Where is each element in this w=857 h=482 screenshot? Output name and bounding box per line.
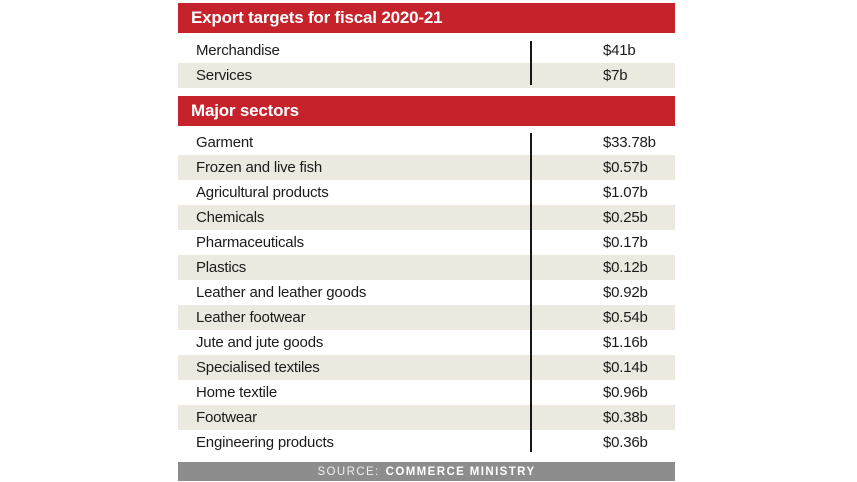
table-row-home-textile: Home textile $0.96b	[178, 380, 675, 405]
row-label: Footwear	[196, 409, 257, 426]
table-row-agricultural-products: Agricultural products $1.07b	[178, 180, 675, 205]
row-value: $0.14b	[603, 359, 648, 376]
table-row-pharmaceuticals: Pharmaceuticals $0.17b	[178, 230, 675, 255]
row-value: $33.78b	[603, 134, 656, 151]
row-value: $1.07b	[603, 184, 648, 201]
row-value: $0.17b	[603, 234, 648, 251]
row-label: Jute and jute goods	[196, 334, 324, 351]
export-targets-rows: Merchandise $41b Services $7b	[178, 38, 675, 88]
table-row-leather-footwear: Leather footwear $0.54b	[178, 305, 675, 330]
table-row-engineering-products: Engineering products $0.36b	[178, 430, 675, 455]
row-label: Garment	[196, 134, 253, 151]
table-row-specialised-textiles: Specialised textiles $0.14b	[178, 355, 675, 380]
table-row-footwear: Footwear $0.38b	[178, 405, 675, 430]
row-value: $7b	[603, 67, 628, 84]
section-header-major-sectors: Major sectors	[178, 96, 675, 126]
row-value: $0.54b	[603, 309, 648, 326]
column-divider	[530, 133, 532, 452]
row-label: Engineering products	[196, 434, 334, 451]
section-title: Major sectors	[191, 101, 299, 120]
table-row-merchandise: Merchandise $41b	[178, 38, 675, 63]
major-sectors-rows: Garment $33.78b Frozen and live fish $0.…	[178, 130, 675, 455]
table-row-jute-and-jute-goods: Jute and jute goods $1.16b	[178, 330, 675, 355]
table-row-services: Services $7b	[178, 63, 675, 88]
row-label: Leather footwear	[196, 309, 306, 326]
section-header-export-targets: Export targets for fiscal 2020-21	[178, 3, 675, 33]
row-label: Specialised textiles	[196, 359, 320, 376]
row-label: Agricultural products	[196, 184, 329, 201]
source-label: SOURCE:	[317, 465, 380, 478]
row-label: Home textile	[196, 384, 277, 401]
row-label: Services	[196, 67, 252, 84]
row-label: Pharmaceuticals	[196, 234, 304, 251]
row-label: Merchandise	[196, 42, 280, 59]
source-bar: SOURCE: COMMERCE MINISTRY	[178, 462, 675, 481]
row-value: $0.96b	[603, 384, 648, 401]
row-value: $0.38b	[603, 409, 648, 426]
section-title: Export targets for fiscal 2020-21	[191, 8, 443, 27]
row-value: $0.36b	[603, 434, 648, 451]
row-value: $0.92b	[603, 284, 648, 301]
row-value: $0.12b	[603, 259, 648, 276]
row-value: $41b	[603, 42, 636, 59]
table-row-plastics: Plastics $0.12b	[178, 255, 675, 280]
row-label: Plastics	[196, 259, 247, 276]
table-row-frozen-and-live-fish: Frozen and live fish $0.57b	[178, 155, 675, 180]
row-label: Leather and leather goods	[196, 284, 367, 301]
row-label: Chemicals	[196, 209, 265, 226]
table-row-garment: Garment $33.78b	[178, 130, 675, 155]
row-value: $1.16b	[603, 334, 648, 351]
source-value: COMMERCE MINISTRY	[385, 465, 536, 478]
table-row-leather-and-leather-goods: Leather and leather goods $0.92b	[178, 280, 675, 305]
row-value: $0.25b	[603, 209, 648, 226]
row-value: $0.57b	[603, 159, 648, 176]
column-divider	[530, 41, 532, 85]
export-targets-panel: Export targets for fiscal 2020-21 Mercha…	[178, 3, 675, 481]
row-label: Frozen and live fish	[196, 159, 323, 176]
table-row-chemicals: Chemicals $0.25b	[178, 205, 675, 230]
